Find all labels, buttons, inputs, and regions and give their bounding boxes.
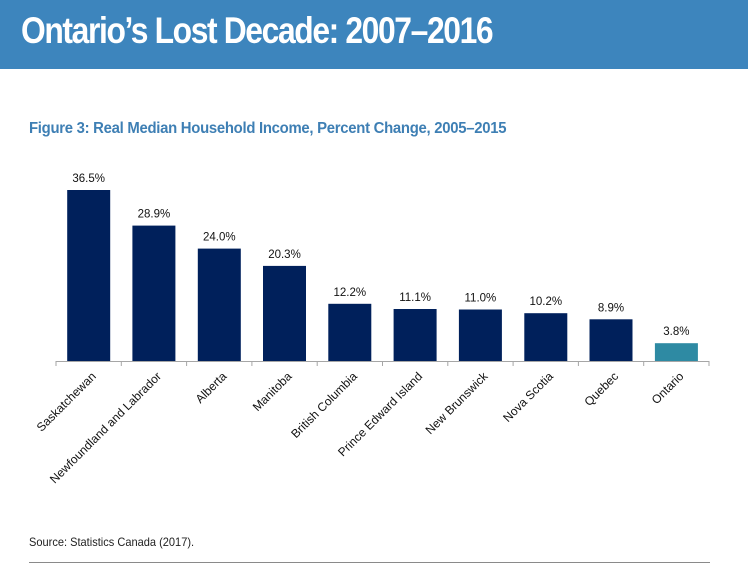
category-label: Ontario [649,369,687,407]
bar-nova-scotia [524,313,568,361]
bar-ontario [654,343,698,361]
bar-saskatchewan [67,190,111,361]
bar-alberta [197,248,241,361]
value-label: 24.0% [203,232,236,244]
category-label: Nova Scotia [500,369,556,425]
category-label: Manitoba [250,369,295,414]
value-label: 10.2% [529,296,562,308]
value-label: 3.8% [663,326,689,338]
bar-quebec [589,319,633,361]
x-axis [55,361,710,366]
source-note: Source: Statistics Canada (2017). [29,535,195,549]
bar-manitoba [263,265,306,361]
category-label: Saskatchewan [34,369,99,434]
category-label: Newfoundland and Labrador [47,369,164,486]
category-label: Alberta [193,369,230,406]
category-label: New Brunswick [423,369,492,438]
category-label: British Columbia [288,369,360,441]
footer-divider [29,562,710,563]
value-label: 20.3% [268,249,301,261]
bars-group [67,190,698,361]
bar-british-columbia [328,303,372,361]
value-label: 12.2% [333,287,366,299]
bar-newfoundland-and-labrador [132,225,176,361]
category-label: Quebec [582,369,622,409]
page-title: Ontario’s Lost Decade: 2007–2016 [21,10,494,51]
bar-new-brunswick [458,309,502,361]
value-label: 28.9% [138,209,171,221]
value-label: 36.5% [72,173,105,185]
value-label: 8.9% [598,302,624,314]
value-label: 11.1% [399,292,431,304]
value-labels-group: 36.5% 28.9% 24.0% 20.3% 12.2% 11.1% 11.0% 10.2%… [72,173,689,338]
value-label: 11.0% [465,293,497,305]
figure-title: Figure 3: Real Median Household Income, … [29,120,507,137]
bar-prince-edward-island [393,309,437,361]
header-banner: Ontario’s Lost Decade: 2007–2016 [0,0,748,69]
